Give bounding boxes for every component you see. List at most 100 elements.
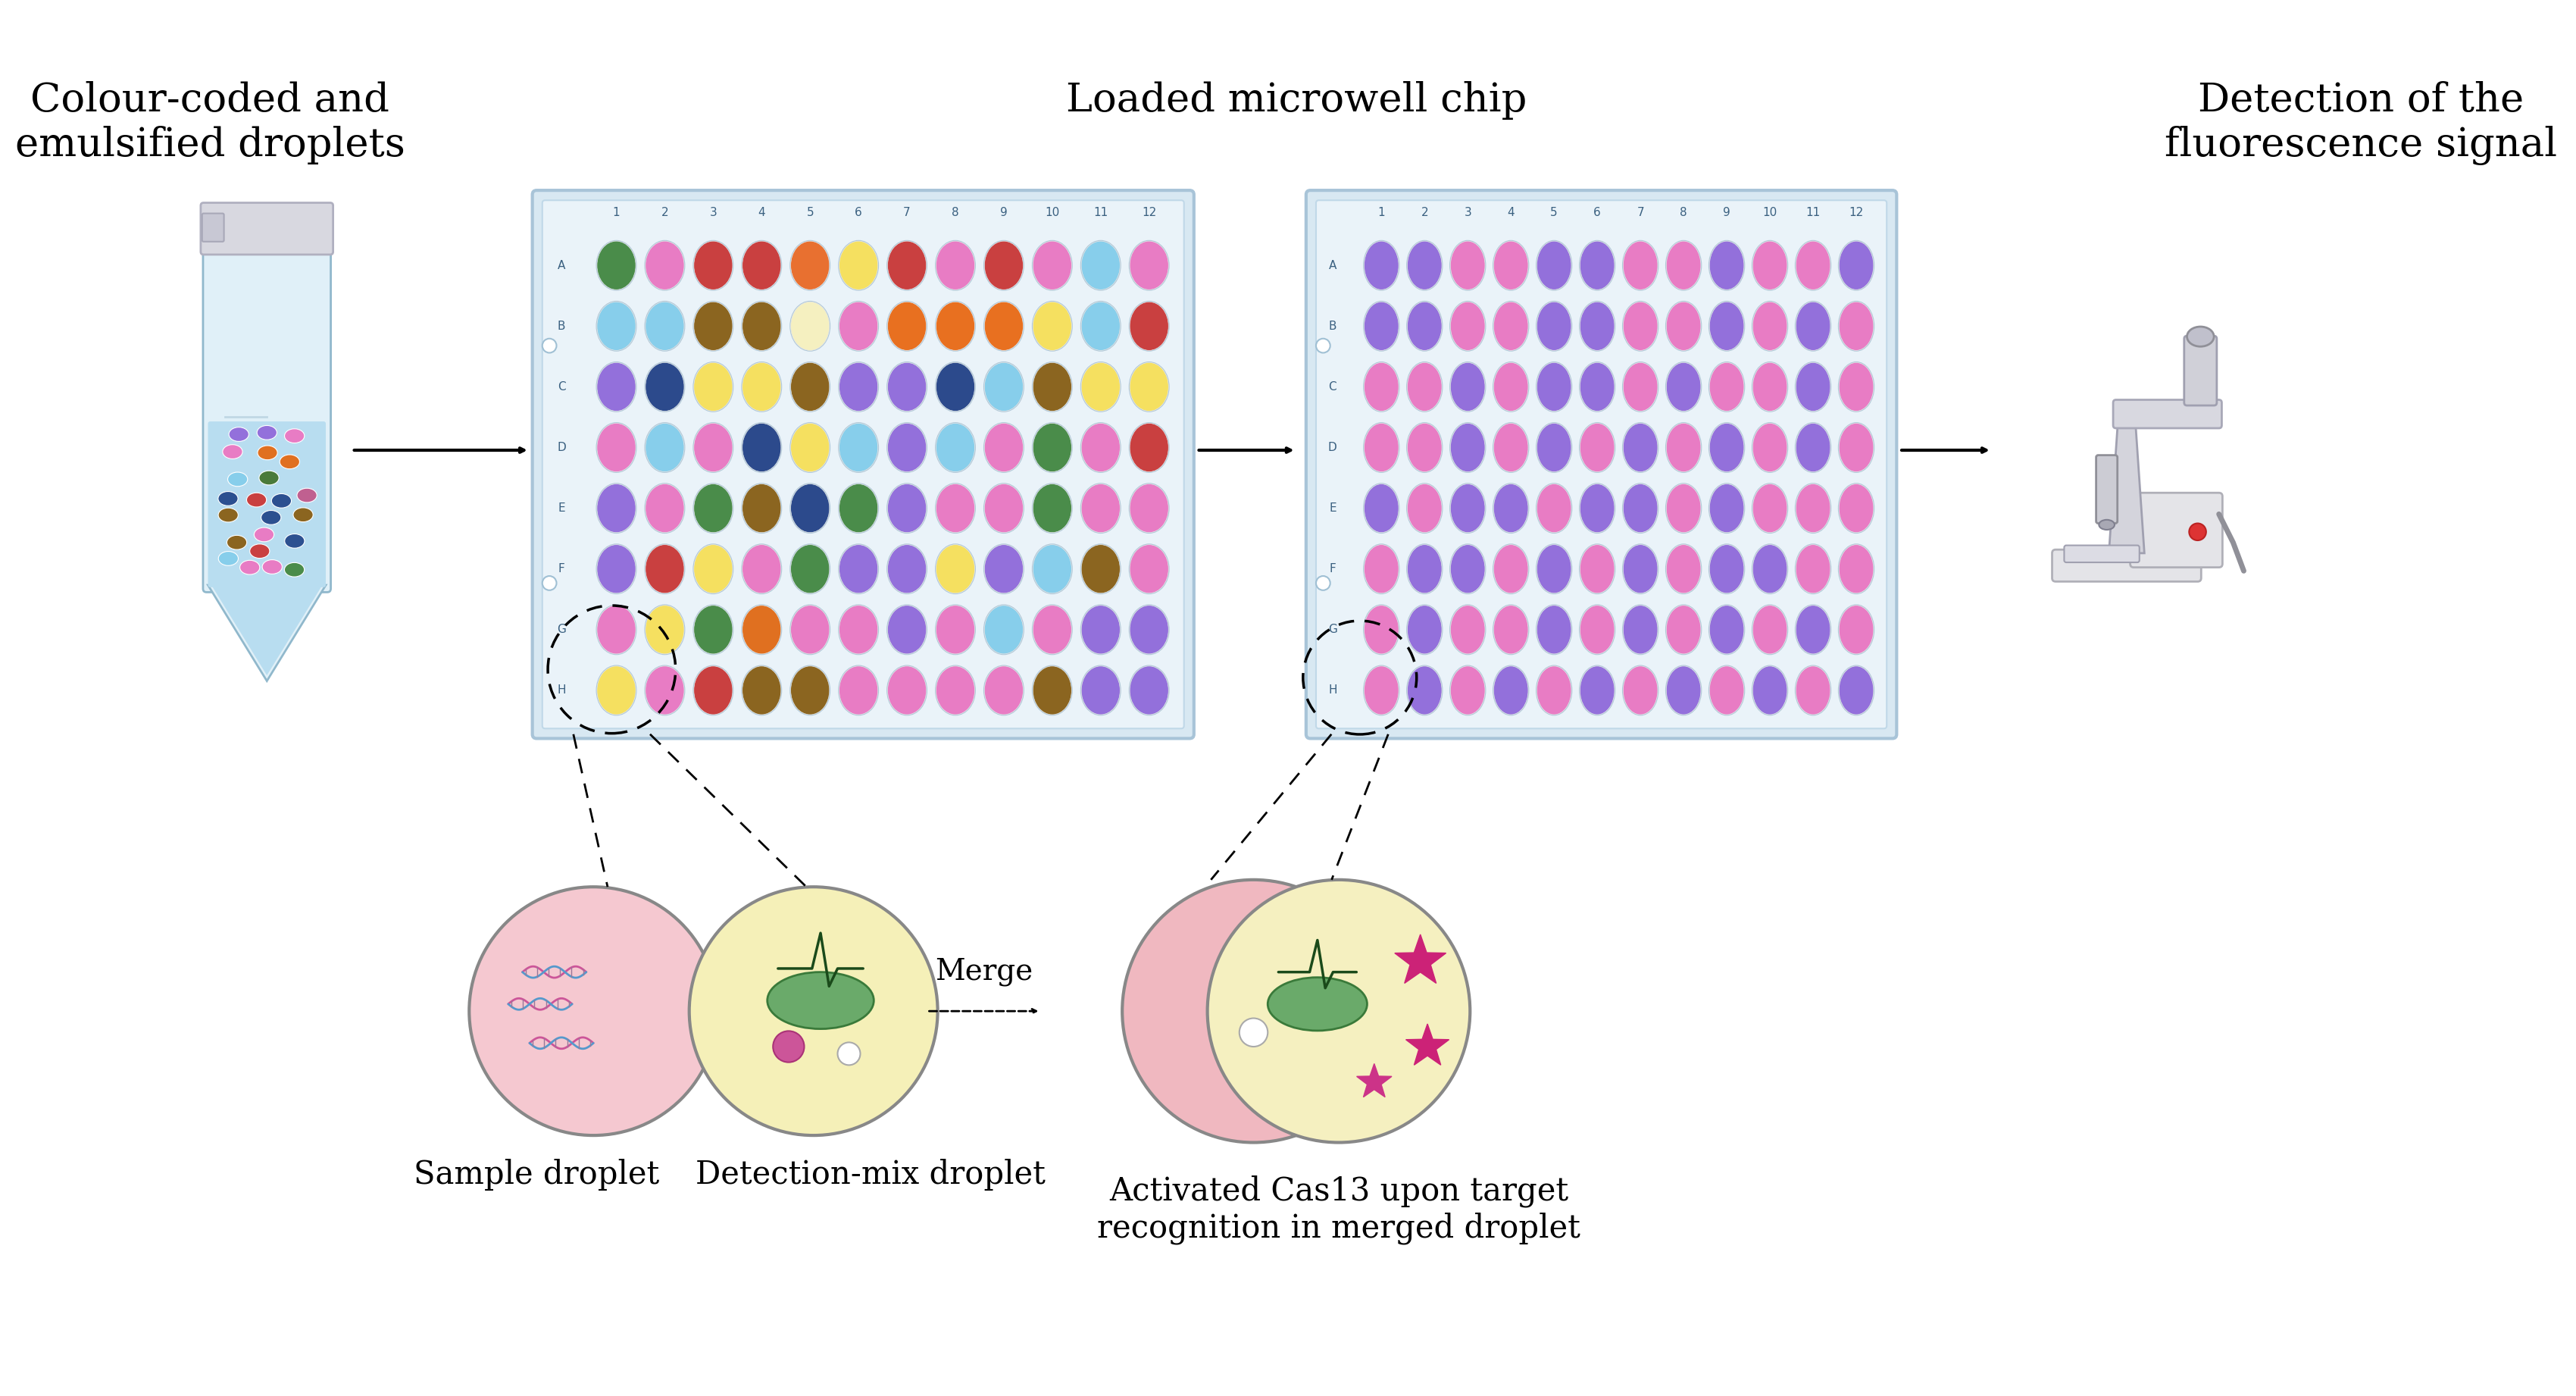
Ellipse shape [1623,606,1659,653]
Ellipse shape [1667,606,1700,653]
Ellipse shape [935,362,976,412]
Ellipse shape [1839,544,1873,593]
Ellipse shape [1752,300,1788,352]
Ellipse shape [984,300,1025,352]
Ellipse shape [1079,543,1121,595]
Ellipse shape [1406,543,1443,595]
Ellipse shape [1579,544,1615,593]
Ellipse shape [984,240,1025,290]
Text: 11: 11 [1806,207,1821,219]
Ellipse shape [1406,604,1443,655]
Ellipse shape [1664,543,1703,595]
Ellipse shape [1082,242,1121,290]
Text: 2: 2 [1422,207,1427,219]
Text: 5: 5 [1551,207,1558,219]
Ellipse shape [219,551,237,565]
Ellipse shape [1837,664,1875,716]
Ellipse shape [598,606,636,653]
Ellipse shape [1664,604,1703,655]
Ellipse shape [935,664,976,716]
Ellipse shape [1450,240,1486,290]
Ellipse shape [1033,240,1072,290]
Ellipse shape [1752,666,1788,715]
Ellipse shape [1795,300,1832,352]
Ellipse shape [647,484,685,532]
FancyBboxPatch shape [1306,190,1896,738]
Ellipse shape [1752,544,1788,593]
Ellipse shape [1033,664,1072,716]
Ellipse shape [1079,604,1121,655]
Text: A: A [556,260,567,271]
Ellipse shape [1406,544,1443,593]
Text: 5: 5 [806,207,814,219]
Ellipse shape [935,666,974,715]
Ellipse shape [1406,606,1443,653]
Ellipse shape [1406,302,1443,350]
Ellipse shape [595,604,636,655]
FancyBboxPatch shape [2053,550,2200,582]
Ellipse shape [1579,422,1615,473]
Ellipse shape [1033,666,1072,715]
Ellipse shape [1494,423,1528,472]
Ellipse shape [742,422,783,473]
Ellipse shape [886,240,927,290]
Ellipse shape [935,363,974,410]
Ellipse shape [1752,606,1788,653]
Ellipse shape [935,300,976,352]
Text: Detection of the
fluorescence signal: Detection of the fluorescence signal [2164,81,2558,165]
Ellipse shape [1795,363,1832,410]
Ellipse shape [1128,604,1170,655]
Ellipse shape [1710,666,1744,715]
Text: 9: 9 [1723,207,1731,219]
Ellipse shape [1710,302,1744,350]
Ellipse shape [595,362,636,412]
FancyBboxPatch shape [201,214,224,242]
Ellipse shape [840,544,878,593]
Ellipse shape [294,508,314,522]
Ellipse shape [1579,484,1615,532]
Ellipse shape [1082,484,1121,532]
Ellipse shape [598,484,636,532]
Ellipse shape [647,666,685,715]
Ellipse shape [1752,362,1788,412]
Ellipse shape [1623,664,1659,716]
Ellipse shape [693,484,732,532]
Ellipse shape [1710,423,1744,472]
Ellipse shape [1664,300,1703,352]
Ellipse shape [1710,484,1744,532]
Ellipse shape [889,484,927,532]
Ellipse shape [837,422,878,473]
Ellipse shape [984,363,1023,410]
Ellipse shape [693,302,732,350]
Ellipse shape [791,300,829,352]
Ellipse shape [1752,484,1788,532]
Ellipse shape [693,363,732,410]
Ellipse shape [742,302,781,350]
Ellipse shape [1131,363,1170,410]
Ellipse shape [1492,422,1530,473]
Ellipse shape [1494,666,1528,715]
Ellipse shape [1494,606,1528,653]
Ellipse shape [791,240,829,290]
FancyBboxPatch shape [209,422,325,588]
FancyBboxPatch shape [2097,455,2117,524]
Ellipse shape [984,362,1025,412]
Ellipse shape [742,242,781,290]
Ellipse shape [1623,300,1659,352]
Ellipse shape [1033,604,1072,655]
Ellipse shape [1839,484,1873,532]
Ellipse shape [889,302,927,350]
Ellipse shape [693,362,734,412]
Ellipse shape [1365,606,1399,653]
Ellipse shape [791,423,829,472]
FancyBboxPatch shape [544,200,1185,729]
Ellipse shape [791,302,829,350]
Ellipse shape [1795,664,1832,716]
Ellipse shape [1365,423,1399,472]
Ellipse shape [837,543,878,595]
Ellipse shape [270,494,291,508]
Circle shape [544,577,556,591]
Circle shape [469,886,719,1135]
Ellipse shape [644,240,685,290]
Ellipse shape [644,422,685,473]
